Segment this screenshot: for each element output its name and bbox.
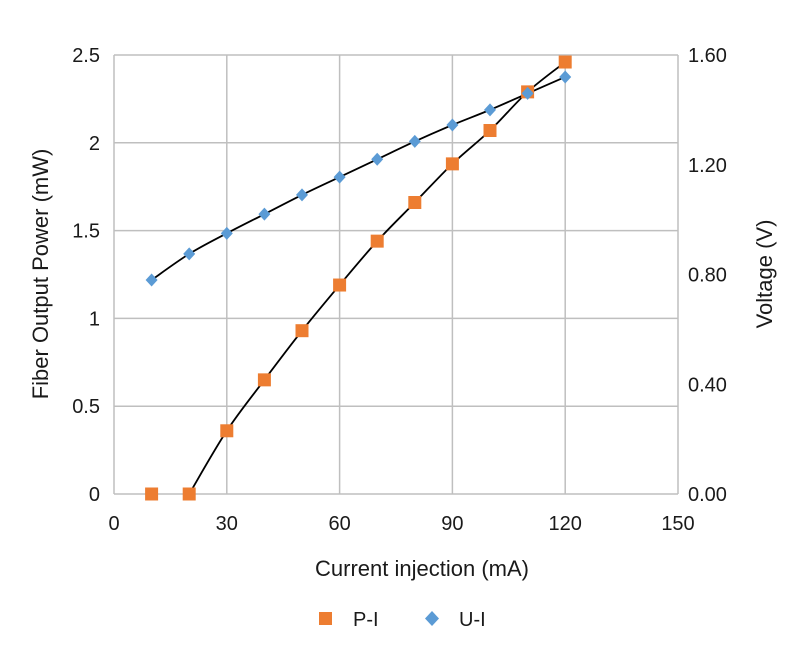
pi-marker: [483, 124, 497, 138]
ui-marker: [484, 103, 496, 117]
ui-marker: [446, 118, 459, 132]
pi-marker: [257, 373, 271, 387]
pi-marker: [445, 157, 459, 171]
y-tick-label: 0.5: [72, 396, 100, 418]
y-tick-label: 2: [89, 133, 100, 155]
x-tick-label: 120: [549, 513, 582, 535]
pi-marker: [333, 278, 347, 292]
grid-lines: [113, 54, 679, 495]
ui-trendline: [151, 76, 566, 281]
ui-marker: [183, 247, 196, 261]
ui-marker: [296, 188, 308, 202]
pi-marker: [182, 487, 196, 501]
legend-label-ui: U-I: [459, 609, 486, 631]
x-tick-label: 150: [661, 513, 694, 535]
x-tick-label: 60: [328, 513, 350, 535]
y2-tick-label: 0.80: [688, 265, 727, 287]
legend: P-I U-I: [319, 609, 486, 631]
ui-marker: [521, 86, 534, 100]
ui-marker: [371, 152, 384, 166]
ui-marker: [220, 226, 233, 240]
ui-marker: [408, 134, 421, 148]
x-tick-label: 90: [441, 513, 463, 535]
legend-marker-pi: [319, 612, 332, 625]
ui-marker: [559, 70, 572, 84]
y2-tick-label: 1.20: [688, 155, 727, 177]
pi-marker: [145, 487, 159, 501]
y2-axis-title: Voltage (V): [752, 220, 777, 329]
y2-tick-label: 0.00: [688, 484, 727, 506]
pi-marker: [295, 324, 309, 338]
legend-label-pi: P-I: [353, 609, 379, 631]
x-tick-label: 30: [216, 513, 238, 535]
trendlines: [151, 61, 566, 495]
tick-labels: 0 30 60 90 120 150 0 0.5 1 1.5 2 2.5 0.00 0.40 0.80 1.2…: [72, 45, 727, 535]
ui-marker: [258, 207, 271, 221]
ui-marker: [145, 273, 158, 287]
x-tick-label: 0: [108, 513, 119, 535]
ui-marker: [333, 170, 346, 184]
y-tick-label: 1: [89, 308, 100, 330]
y2-tick-label: 1.60: [688, 45, 727, 67]
y-tick-label: 2.5: [72, 45, 100, 67]
y-axis-title: Fiber Output Power (mW): [28, 149, 53, 400]
pi-marker: [558, 55, 572, 69]
legend-marker-ui: [425, 611, 439, 626]
y-tick-label: 0: [89, 484, 100, 506]
y2-tick-label: 0.40: [688, 374, 727, 396]
x-axis-title: Current injection (mA): [315, 556, 529, 581]
pi-marker: [220, 424, 234, 438]
pi-marker: [408, 196, 422, 210]
pi-marker: [370, 234, 384, 248]
data-markers: [145, 55, 572, 501]
y-tick-label: 1.5: [72, 221, 100, 243]
pi-trendline: [188, 61, 566, 495]
